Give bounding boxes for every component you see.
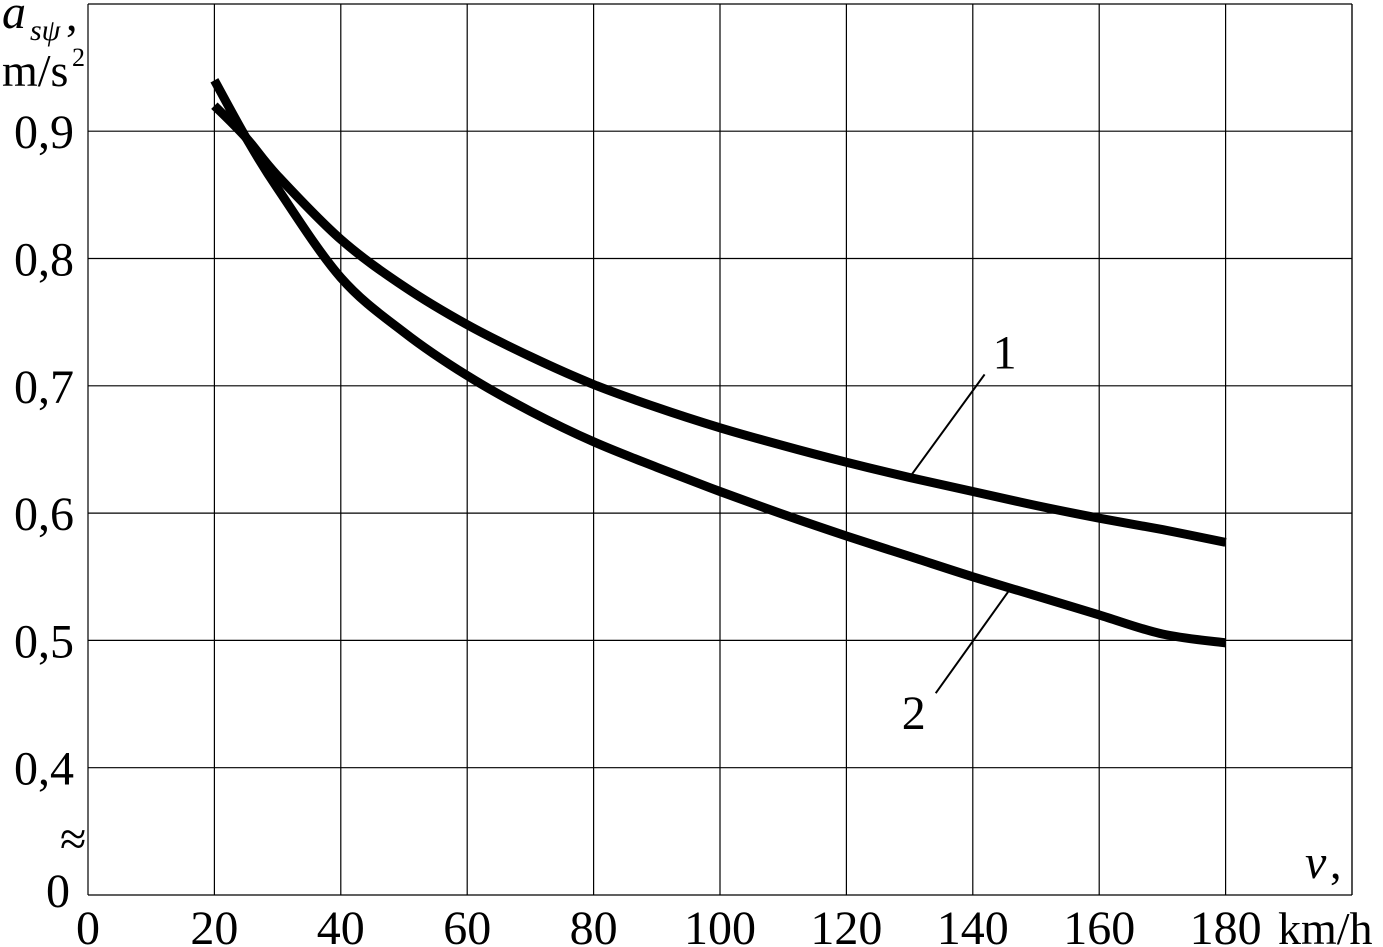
x-tick-label: 120 <box>810 902 882 947</box>
y-tick-label: 0,4 <box>14 743 74 796</box>
y-axis-unit: m/s <box>2 45 68 96</box>
y-tick-label: 0,8 <box>14 234 74 287</box>
series-label-leader <box>934 587 1012 694</box>
y-tick-label: 0,7 <box>14 361 74 414</box>
y-tick-label: 0,9 <box>14 106 74 159</box>
x-axis-tick-labels: 0 20 40 60 80 100 120 140 160 180 <box>76 902 1262 947</box>
x-axis-symbol: v <box>1305 836 1327 889</box>
x-tick-label: 140 <box>937 902 1009 947</box>
y-axis-break-symbol: ≈ <box>60 813 86 866</box>
x-axis-unit: km/h <box>1278 903 1373 947</box>
x-tick-label: 20 <box>190 902 238 947</box>
x-tick-label: 180 <box>1190 902 1262 947</box>
x-tick-label: 100 <box>684 902 756 947</box>
series-label-2: 2 <box>902 687 926 740</box>
y-axis-comma: , <box>66 0 78 40</box>
y-axis-subscript: sψ <box>30 14 62 47</box>
x-tick-label: 60 <box>443 902 491 947</box>
x-tick-label: 0 <box>76 902 100 947</box>
series-label-leader <box>908 373 986 479</box>
x-tick-label: 80 <box>570 902 618 947</box>
grid <box>87 3 1353 896</box>
y-axis-zero-label: 0 <box>46 865 70 918</box>
y-axis-unit-superscript: 2 <box>72 43 85 72</box>
x-axis-comma: , <box>1330 837 1342 888</box>
series-label-1: 1 <box>993 326 1017 379</box>
x-tick-label: 160 <box>1063 902 1135 947</box>
y-tick-label: 0,5 <box>14 615 74 668</box>
series-line-1 <box>211 102 1227 547</box>
plot-area: 12 <box>210 78 1227 740</box>
y-axis-tick-labels: 0,4 0,5 0,6 0,7 0,8 0,9 <box>14 106 74 796</box>
y-axis-symbol: a <box>2 0 26 39</box>
series-line-2 <box>210 78 1227 648</box>
y-tick-label: 0,6 <box>14 488 74 541</box>
x-tick-label: 40 <box>317 902 365 947</box>
